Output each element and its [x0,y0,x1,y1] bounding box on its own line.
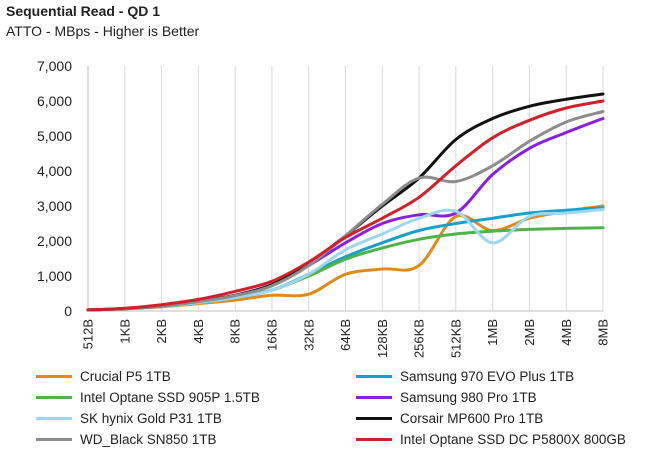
legend-item-crucial-p5-1tb: Crucial P5 1TB [36,369,171,384]
gridlines [124,66,604,311]
legend-swatch [36,417,72,420]
x-tick-label: 2MB [522,319,537,346]
legend-item-corsair-mp600-pro-1tb: Corsair MP600 Pro 1TB [356,411,543,426]
legend-swatch [36,438,72,441]
x-tick-label: 256KB [412,319,427,358]
legend-item-intel-optane-ssd-905p-1-5tb: Intel Optane SSD 905P 1.5TB [36,390,260,405]
y-tick-label: 6,000 [37,93,72,109]
y-tick-label: 4,000 [37,163,72,179]
legend-label: Intel Optane SSD DC P5800X 800GB [400,432,626,447]
y-tick-label: 1,000 [37,268,72,284]
x-tick-label: 512KB [448,319,463,358]
series-line-intel-optane-ssd-dc-p5800x-800gb [86,99,605,312]
legend-label: SK hynix Gold P31 1TB [80,411,222,426]
legend-swatch [356,396,392,399]
y-tick-label: 5,000 [37,128,72,144]
x-tick-labels: 512B 1KB 2KB 4KB 8KB 16KB 32KB 64KB 128KB 256KB 51… [81,319,611,358]
legend-swatch [356,438,392,441]
chart-title: Sequential Read - QD 1 [6,3,161,19]
legend-label: Corsair MP600 Pro 1TB [400,411,544,426]
chart-subtitle: ATTO - MBps - Higher is Better [6,23,200,39]
legend-swatch [356,375,392,378]
x-tick-label: 32KB [301,319,316,351]
y-tick-labels: 0 1,000 2,000 3,000 4,000 5,000 6,000 7,000 [37,58,72,319]
legend-item-samsung-970-evo-plus-1tb: Samsung 970 EVO Plus 1TB [356,369,574,384]
x-tick-label: 2KB [154,319,169,344]
y-tick-label: 2,000 [37,233,72,249]
x-tick-label: 8KB [228,319,243,344]
x-tick-label: 1MB [485,319,500,346]
axes [87,66,603,312]
legend-item-sk-hynix-gold-p31-1tb: SK hynix Gold P31 1TB [36,411,222,426]
line-chart: 0 1,000 2,000 3,000 4,000 5,000 6,000 7,000 512… [37,58,611,358]
x-tick-label: 128KB [375,319,390,358]
legend-label: Samsung 970 EVO Plus 1TB [400,369,575,384]
legend-item-wd-black-sn850-1tb: WD_Black SN850 1TB [36,432,217,447]
y-tick-label: 3,000 [37,198,72,214]
x-tick-label: 8MB [596,319,611,346]
legend: Crucial P5 1TB Samsung 970 EVO Plus 1TB In… [0,366,650,456]
x-tick-label: 512B [81,319,96,349]
series-lines [86,92,605,312]
y-tick-label: 7,000 [37,58,72,74]
legend-item-samsung-980-pro-1tb: Samsung 980 Pro 1TB [356,390,537,405]
x-tick-label: 1KB [117,319,132,344]
legend-label: Intel Optane SSD 905P 1.5TB [80,390,260,405]
legend-swatch [36,396,72,399]
legend-swatch [356,417,392,420]
legend-label: Samsung 980 Pro 1TB [400,390,537,405]
x-tick-label: 4KB [191,319,206,344]
legend-label: WD_Black SN850 1TB [80,432,217,447]
x-tick-label: 64KB [338,319,353,351]
x-tick-label: 16KB [264,319,279,351]
y-tick-label: 0 [64,303,72,319]
legend-label: Crucial P5 1TB [80,369,171,384]
x-tick-label: 4MB [559,319,574,346]
legend-item-intel-optane-ssd-dc-p5800x-800gb: Intel Optane SSD DC P5800X 800GB [356,432,626,447]
legend-swatch [36,375,72,378]
